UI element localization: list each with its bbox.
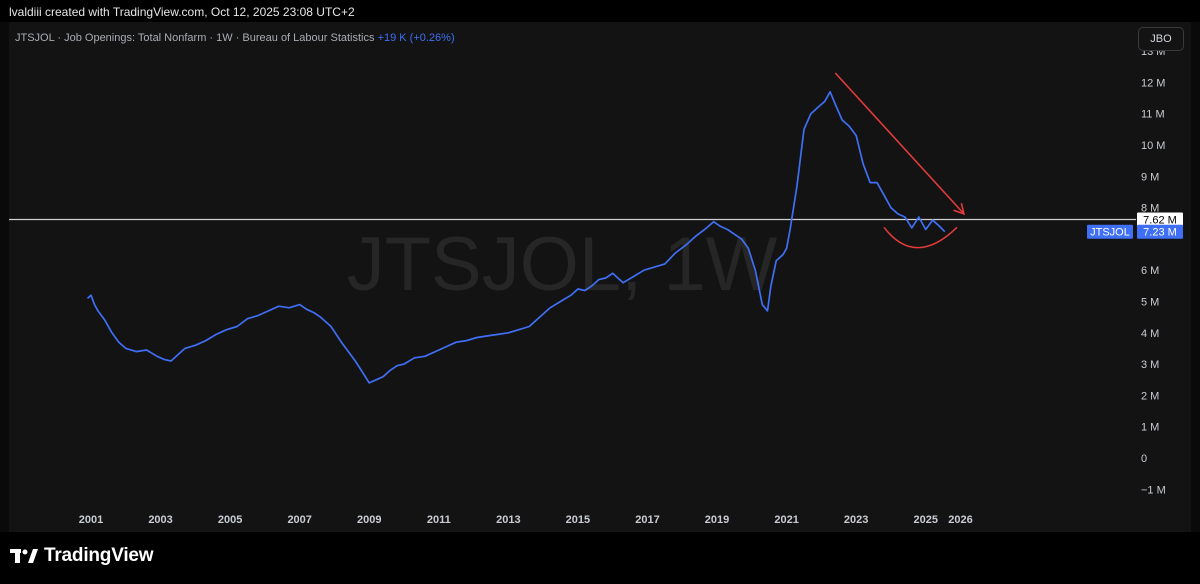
- jtsjol-series-line: [86, 90, 946, 384]
- last-value-label: 7.23 M: [1143, 227, 1177, 239]
- footer-bar: [0, 532, 1200, 584]
- trend-arrow-line: [834, 72, 965, 215]
- y-tick-label: 11 M: [1141, 109, 1165, 121]
- chart-watermark: JTSJOL, 1W: [347, 222, 778, 307]
- tradingview-logo[interactable]: TradingView: [10, 545, 154, 567]
- y-tick-label: 4 M: [1141, 328, 1159, 340]
- y-tick-label: 9 M: [1141, 171, 1159, 183]
- y-tick-label: 3 M: [1141, 359, 1159, 371]
- tradingview-logo-icon: [10, 549, 38, 563]
- x-tick-label: 2011: [427, 514, 451, 526]
- bottom-arc-annotation: [883, 226, 958, 249]
- x-tick-label: 2021: [774, 514, 798, 526]
- chart-svg: JTSJOL, 1W 2001 2003 2005 2007 2009 2011 2013 2…: [9, 46, 1183, 526]
- x-tick-label: 2025: [913, 514, 937, 526]
- x-tick-label: 2026: [948, 514, 972, 526]
- x-tick-label: 2015: [566, 514, 590, 526]
- y-tick-label: 12 M: [1141, 77, 1165, 89]
- y-tick-label: 6 M: [1141, 265, 1159, 277]
- x-tick-label: 2007: [287, 514, 311, 526]
- chart-panel: [9, 22, 1191, 532]
- legend-text: JTSJOL · Job Openings: Total Nonfarm · 1…: [15, 32, 375, 44]
- x-tick-label: 2001: [79, 514, 103, 526]
- x-tick-label: 2009: [357, 514, 381, 526]
- series-legend[interactable]: JTSJOL · Job Openings: Total Nonfarm · 1…: [15, 32, 455, 44]
- brand-name: TradingView: [44, 545, 154, 566]
- x-tick-label: 2013: [496, 514, 520, 526]
- y-tick-label: 2 M: [1141, 390, 1159, 402]
- y-tick-label: 0: [1141, 453, 1147, 465]
- x-tick-label: 2003: [148, 514, 172, 526]
- y-tick-label: −1 M: [1141, 484, 1166, 496]
- y-tick-label: 5 M: [1141, 297, 1159, 309]
- trend-arrow-head: [953, 202, 966, 216]
- level-price-label: 7.62 M: [1143, 214, 1177, 226]
- x-tick-label: 2017: [635, 514, 659, 526]
- series-name-tag: [1087, 224, 1133, 239]
- author-credit: lvaldiii created with TradingView.com, O…: [9, 5, 355, 19]
- y-tick-label: 10 M: [1141, 140, 1165, 152]
- top-bar: lvaldiii created with TradingView.com, O…: [0, 0, 1200, 22]
- x-tick-label: 2019: [705, 514, 729, 526]
- x-tick-label: 2023: [844, 514, 868, 526]
- symbol-button[interactable]: JBO: [1138, 27, 1184, 51]
- x-tick-label: 2005: [218, 514, 242, 526]
- level-price-tag: [1137, 212, 1183, 227]
- series-name-label: JTSJOL: [1090, 227, 1130, 239]
- y-tick-label: 8 M: [1141, 203, 1159, 215]
- legend-change: +19 K (+0.26%): [377, 32, 455, 44]
- y-tick-label: 1 M: [1141, 422, 1159, 434]
- last-value-tag: [1137, 224, 1183, 239]
